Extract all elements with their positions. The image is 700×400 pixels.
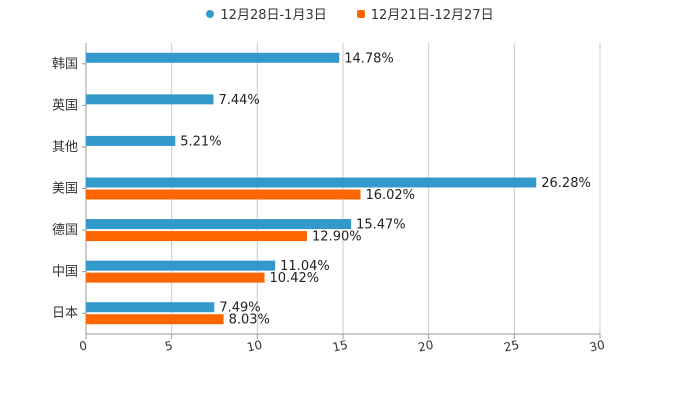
data-label-s2-5: 10.42% xyxy=(270,271,320,286)
bar-s1-5 xyxy=(86,260,276,271)
category-label-5: 中国 xyxy=(52,265,78,280)
series2-swatch-icon xyxy=(356,9,365,18)
data-label-s1-1: 7.44% xyxy=(218,93,259,108)
legend-item-series2[interactable]: 12月21日-12月27日 xyxy=(356,4,494,23)
data-label-s1-5: 11.04% xyxy=(280,259,330,274)
category-label-4: 德国 xyxy=(52,223,78,238)
x-tick-label-10: 10 xyxy=(246,338,264,355)
category-label-0: 韩国 xyxy=(52,57,78,72)
data-label-s1-4: 15.47% xyxy=(356,218,406,233)
bar-s2-3 xyxy=(86,189,361,200)
bar-s1-0 xyxy=(86,52,340,63)
legend-item-series1[interactable]: 12月28日-1月3日 xyxy=(206,4,327,23)
bar-s1-1 xyxy=(86,94,214,105)
x-tick-label-0: 0 xyxy=(78,338,88,353)
data-label-s2-3: 16.02% xyxy=(365,188,415,203)
bar-s2-5 xyxy=(86,272,265,283)
bar-s2-6 xyxy=(86,314,224,325)
x-tick-label-25: 25 xyxy=(503,338,521,355)
series1-swatch-icon xyxy=(206,9,215,18)
category-label-2: 其他 xyxy=(52,140,78,155)
legend: 12月28日-1月3日 12月21日-12月27日 xyxy=(0,4,700,23)
data-label-s1-2: 5.21% xyxy=(180,134,221,149)
category-label-6: 日本 xyxy=(52,306,78,321)
legend-label-series2: 12月21日-12月27日 xyxy=(370,8,494,23)
category-label-3: 美国 xyxy=(52,182,78,197)
data-label-s2-6: 8.03% xyxy=(229,313,270,328)
bar-s1-6 xyxy=(86,302,215,313)
bar-s1-2 xyxy=(86,135,176,146)
data-label-s2-4: 12.90% xyxy=(312,230,362,245)
x-tick-label-20: 20 xyxy=(417,338,435,355)
data-label-s1-6: 7.49% xyxy=(219,301,260,316)
x-tick-label-30: 30 xyxy=(588,338,606,355)
legend-label-series1: 12月28日-1月3日 xyxy=(220,8,327,23)
category-label-1: 英国 xyxy=(52,98,78,113)
data-label-s1-0: 14.78% xyxy=(344,51,394,66)
data-label-s1-3: 26.28% xyxy=(541,176,591,191)
bar-s2-4 xyxy=(86,231,308,242)
x-tick-label-15: 15 xyxy=(331,338,349,355)
bar-s1-3 xyxy=(86,177,537,188)
bar-s1-4 xyxy=(86,219,352,230)
x-tick-label-5: 5 xyxy=(164,338,174,353)
